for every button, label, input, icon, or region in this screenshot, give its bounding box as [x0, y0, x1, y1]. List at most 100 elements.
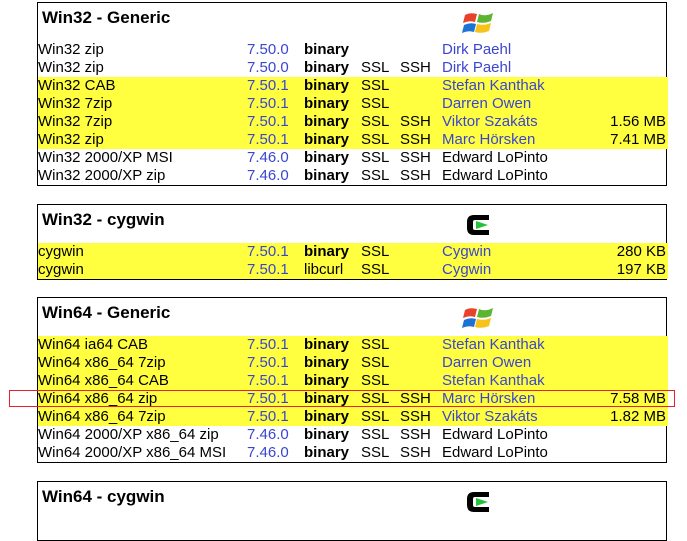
ssh-flag: SSH	[400, 408, 431, 425]
ssl-flag: SSL	[361, 336, 390, 353]
package-name: Win64 x86_64 zip	[38, 390, 158, 407]
cygwin-logo-icon	[467, 492, 489, 512]
version-link[interactable]: 7.50.1	[247, 390, 289, 407]
provider-link[interactable]: Stefan Kanthak	[442, 372, 545, 389]
package-type: binary	[304, 131, 350, 148]
section-title: Win32 - Generic	[42, 8, 171, 27]
version-link[interactable]: 7.50.1	[247, 336, 289, 353]
version-link[interactable]: 7.50.1	[247, 77, 289, 94]
provider-link[interactable]: Cygwin	[442, 261, 492, 278]
section-win32-cygwin: Win32 - cygwin cygwin 7.50.1 binary SSL Cygw…	[37, 204, 668, 280]
provider-link[interactable]: Marc Hörsken	[442, 390, 536, 407]
package-name: Win32 2000/XP MSI	[38, 149, 173, 166]
ssl-flag: SSL	[361, 444, 390, 461]
package-name: Win64 ia64 CAB	[38, 336, 149, 353]
ssh-flag: SSH	[400, 113, 431, 130]
table-row: Win64 x86_64 CAB 7.50.1 binary SSL Stefan Ka…	[38, 372, 668, 390]
package-type: binary	[304, 336, 350, 353]
file-size: 7.58 MB	[610, 390, 666, 407]
file-size: 1.82 MB	[610, 408, 666, 425]
section-win32-generic: Win32 - Generic Win32 zip 7.50.0 binary Dir…	[37, 2, 668, 186]
provider-link[interactable]: Viktor Szakáts	[442, 113, 538, 130]
table-row: Win32 zip 7.50.1 binary SSL SSH Marc Hörsken 7…	[38, 131, 668, 149]
package-name: Win32 zip	[38, 59, 104, 76]
table-row: Win32 zip 7.50.0 binary SSL SSH Dirk Paehl	[38, 59, 668, 77]
package-type: binary	[304, 408, 350, 425]
table-row: Win32 7zip 7.50.1 binary SSL Darren Owen	[38, 95, 668, 113]
provider-link[interactable]: Darren Owen	[442, 354, 532, 371]
provider-link[interactable]: Marc Hörsken	[442, 131, 536, 148]
package-name: Win32 CAB	[38, 77, 116, 94]
download-table: cygwin 7.50.1 binary SSL Cygwin 280 KB cygwin 7…	[38, 243, 668, 279]
ssl-flag: SSL	[361, 149, 390, 166]
ssl-flag: SSL	[361, 390, 390, 407]
version-link[interactable]: 7.46.0	[247, 149, 289, 166]
table-row: Win64 2000/XP x86_64 MSI 7.46.0 binary SSL S…	[38, 444, 668, 462]
windows-logo-icon	[462, 308, 493, 328]
version-link[interactable]: 7.50.1	[247, 354, 289, 371]
provider-link: Edward LoPinto	[442, 167, 548, 184]
table-row: Win32 zip 7.50.0 binary Dirk Paehl	[38, 41, 668, 59]
table-row: Win64 x86_64 7zip 7.50.1 binary SSL Darren O…	[38, 354, 668, 372]
ssh-flag: SSH	[400, 131, 431, 148]
table-row: Win32 2000/XP MSI 7.46.0 binary SSL SSH Edwar…	[38, 149, 668, 167]
version-link[interactable]: 7.46.0	[247, 444, 289, 461]
version-link[interactable]: 7.50.1	[247, 372, 289, 389]
section-win64-generic: Win64 - Generic Win64 ia64 CAB 7.50.1 bina…	[37, 297, 668, 463]
version-link[interactable]: 7.50.1	[247, 408, 289, 425]
section-title: Win64 - cygwin	[42, 487, 165, 506]
provider-link: Edward LoPinto	[442, 426, 548, 443]
version-link[interactable]: 7.46.0	[247, 426, 289, 443]
provider-link[interactable]: Viktor Szakáts	[442, 408, 538, 425]
table-row: cygwin 7.50.1 binary SSL Cygwin 280 KB	[38, 243, 668, 261]
package-type: binary	[304, 113, 350, 130]
version-link[interactable]: 7.50.1	[247, 131, 289, 148]
package-type: binary	[304, 372, 350, 389]
package-name: Win64 2000/XP x86_64 zip	[38, 426, 219, 443]
provider-link: Edward LoPinto	[442, 149, 548, 166]
provider-link[interactable]: Dirk Paehl	[442, 41, 512, 58]
package-type: binary	[304, 444, 350, 461]
package-type: binary	[304, 243, 350, 260]
package-name: Win64 x86_64 7zip	[38, 408, 166, 425]
table-row: Win64 ia64 CAB 7.50.1 binary SSL Stefan Kant…	[38, 336, 668, 354]
package-type: binary	[304, 59, 350, 76]
provider-link[interactable]: Stefan Kanthak	[442, 77, 545, 94]
version-link[interactable]: 7.50.1	[247, 261, 289, 278]
ssl-flag: SSL	[361, 408, 390, 425]
version-link[interactable]: 7.50.0	[247, 41, 289, 58]
package-type: binary	[304, 167, 350, 184]
file-size: 1.56 MB	[610, 113, 666, 130]
ssl-flag: SSL	[361, 167, 390, 184]
ssl-flag: SSL	[361, 261, 390, 278]
version-link[interactable]: 7.50.1	[247, 243, 289, 260]
package-type: libcurl	[304, 261, 344, 278]
version-link[interactable]: 7.50.0	[247, 59, 289, 76]
version-link[interactable]: 7.50.1	[247, 95, 289, 112]
ssl-flag: SSL	[361, 243, 390, 260]
version-link[interactable]: 7.50.1	[247, 113, 289, 130]
package-name: Win32 7zip	[38, 95, 113, 112]
download-table: Win32 zip 7.50.0 binary Dirk Paehl Win32 zip…	[38, 41, 668, 185]
provider-link[interactable]: Stefan Kanthak	[442, 336, 545, 353]
provider-link[interactable]: Dirk Paehl	[442, 59, 512, 76]
table-row: Win32 2000/XP zip 7.46.0 binary SSL SSH Edwar…	[38, 167, 668, 185]
windows-logo-icon	[462, 13, 493, 33]
provider-link[interactable]: Cygwin	[442, 243, 492, 260]
table-row: Win64 2000/XP x86_64 zip 7.46.0 binary SSL S…	[38, 426, 668, 444]
provider-link[interactable]: Darren Owen	[442, 95, 532, 112]
version-link[interactable]: 7.46.0	[247, 167, 289, 184]
package-name: Win32 zip	[38, 131, 104, 148]
package-type: binary	[304, 41, 350, 58]
package-type: binary	[304, 77, 350, 94]
table-row: Win32 7zip 7.50.1 binary SSL SSH Viktor Szaká…	[38, 113, 668, 131]
ssl-flag: SSL	[361, 113, 390, 130]
package-type: binary	[304, 354, 350, 371]
file-size: 197 KB	[616, 261, 666, 278]
ssh-flag: SSH	[400, 149, 431, 166]
ssl-flag: SSL	[361, 354, 390, 371]
package-type: binary	[304, 149, 350, 166]
section-title: Win64 - Generic	[42, 303, 171, 322]
package-name: Win64 x86_64 CAB	[38, 372, 169, 389]
ssl-flag: SSL	[361, 77, 390, 94]
